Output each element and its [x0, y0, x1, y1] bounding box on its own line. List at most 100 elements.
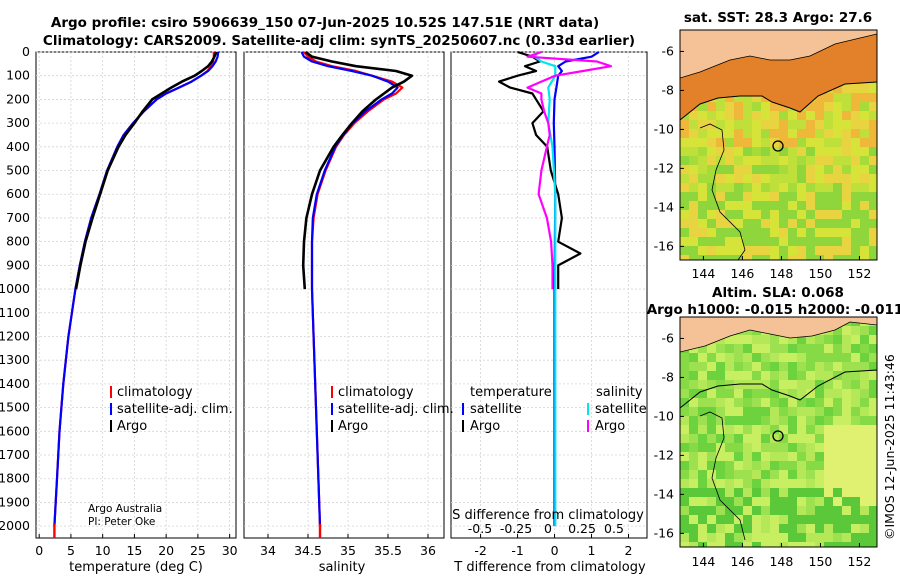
sst-shelf-contour	[699, 123, 746, 260]
x-tick-label: -2	[474, 543, 486, 558]
diff-series-salinity-satellite	[533, 51, 557, 527]
x-tick-label: 35.5	[374, 543, 402, 558]
depth-tick-label: 1000	[0, 281, 30, 296]
depth-tick-label: 1900	[0, 494, 30, 509]
x-tick-label: -1	[511, 543, 523, 558]
x-tick-label: 0	[35, 543, 43, 558]
depth-tick-label: 400	[6, 139, 30, 154]
map-lat-tick: -6	[662, 330, 675, 345]
map-sla-title-2: Argo h1000: -0.015 h2000: -0.011	[647, 302, 900, 318]
salinity-legend: climatology satellite-adj. clim. Argo	[331, 385, 454, 434]
map-lon-tick: 146	[730, 554, 754, 569]
depth-tick-label: 1700	[0, 447, 30, 462]
map-lat-tick: -14	[654, 199, 674, 214]
depth-tick-label: 100	[6, 68, 30, 83]
x-tick-label: 34	[260, 543, 276, 558]
legend-salinity-header: salinity	[596, 385, 643, 400]
legend-diff-satellite-t: satellite	[470, 402, 522, 417]
sst-argo-marker	[772, 140, 784, 152]
depth-tick-label: 2000	[0, 518, 30, 533]
map-sla-title-1: Altim. SLA: 0.068	[712, 285, 844, 301]
x-tick-label: 0	[551, 543, 559, 558]
imos-watermark: ©IMOS 12-Jun-2025 11:43:46	[882, 354, 897, 540]
sla-land-png	[680, 317, 877, 353]
depth-tick-label: 1800	[0, 471, 30, 486]
s-diff-tick-label: 0.5	[604, 521, 624, 536]
salinity-axis-label: salinity	[319, 560, 366, 575]
sst-land-australia	[680, 30, 877, 79]
map-lon-tick: 148	[769, 554, 793, 569]
map-lon-tick: 152	[848, 554, 872, 569]
map-lat-tick: -8	[662, 82, 675, 97]
sla-shelf-contour	[699, 411, 746, 541]
map-lat-tick: -8	[662, 369, 675, 384]
x-tick-label: 5	[67, 543, 75, 558]
depth-tick-label: 0	[22, 44, 30, 59]
s-diff-tick-label: 0.25	[568, 521, 596, 536]
legend-satellite: satellite-adj. clim.	[117, 402, 233, 417]
depth-tick-label: 200	[6, 91, 30, 106]
legend-argo: Argo	[117, 419, 147, 434]
map-lon-tick: 144	[691, 266, 715, 281]
temperature-panel-frame	[35, 51, 237, 539]
title-line-2: Climatology: CARS2009. Satellite-adj cli…	[43, 33, 635, 49]
depth-tick-label: 500	[6, 163, 30, 178]
map-lat-tick: -6	[662, 43, 675, 58]
map-lat-tick: -12	[654, 160, 674, 175]
sla-argo-marker	[772, 430, 784, 442]
temperature-series-argo	[74, 51, 218, 290]
temperature-axis-label: temperature (deg C)	[69, 560, 203, 575]
depth-tick-label: 600	[6, 186, 30, 201]
depth-tick-label: 1200	[0, 328, 30, 343]
s-diff-tick-label: -0.25	[500, 521, 532, 536]
x-tick-label: 34.5	[294, 543, 322, 558]
x-tick-label: 15	[126, 543, 142, 558]
depth-tick-label: 300	[6, 115, 30, 130]
legend-climatology-2: climatology	[338, 385, 414, 400]
map-lat-tick: -10	[654, 121, 674, 136]
x-tick-label: 25	[190, 543, 206, 558]
map-lon-tick: 144	[691, 554, 715, 569]
legend-climatology: climatology	[117, 385, 193, 400]
sst-coastline-png	[680, 81, 877, 121]
depth-tick-label: 700	[6, 210, 30, 225]
map-lat-tick: -10	[654, 408, 674, 423]
depth-tick-label: 1600	[0, 423, 30, 438]
credit-pi: PI: Peter Oke	[88, 516, 155, 528]
map-lat-tick: -12	[654, 447, 674, 462]
s-diff-tick-label: 0	[544, 521, 552, 536]
s-diff-axis-label: S difference from climatology	[452, 508, 644, 523]
map-sst-title: sat. SST: 28.3 Argo: 27.6	[684, 10, 872, 26]
map-lon-tick: 152	[848, 266, 872, 281]
salinity-panel-frame	[243, 51, 445, 539]
map-lon-tick: 150	[809, 554, 833, 569]
salinity-series-argo	[301, 50, 414, 290]
x-tick-label: 1	[588, 543, 596, 558]
legend-diff-satellite-s: satellite	[595, 402, 647, 417]
x-tick-label: 36	[420, 543, 436, 558]
diff-series-salinity-argo	[526, 50, 613, 290]
sst-map	[680, 30, 877, 260]
legend-temperature-header: temperature	[470, 385, 552, 400]
map-lat-tick: -16	[654, 238, 674, 253]
t-diff-axis-label: T difference from climatology	[453, 560, 646, 575]
difference-legend: temperature salinity satellite Argo sate…	[462, 385, 647, 434]
x-tick-label: 35	[340, 543, 356, 558]
depth-tick-label: 800	[6, 234, 30, 249]
depth-tick-label: 1500	[0, 400, 30, 415]
x-tick-label: 2	[625, 543, 633, 558]
map-lon-tick: 148	[769, 266, 793, 281]
depth-tick-label: 900	[6, 257, 30, 272]
credit-org: Argo Australia	[88, 503, 162, 515]
temperature-legend: climatology satellite-adj. clim. Argo	[110, 385, 233, 434]
s-diff-tick-label: -0.5	[468, 521, 492, 536]
x-tick-label: 30	[222, 543, 238, 558]
legend-satellite-2: satellite-adj. clim.	[338, 402, 454, 417]
legend-argo-2: Argo	[338, 419, 368, 434]
map-lat-tick: -16	[654, 525, 674, 540]
depth-tick-label: 1400	[0, 376, 30, 391]
map-lat-tick: -14	[654, 486, 674, 501]
x-tick-label: 20	[158, 543, 174, 558]
map-lon-tick: 150	[809, 266, 833, 281]
